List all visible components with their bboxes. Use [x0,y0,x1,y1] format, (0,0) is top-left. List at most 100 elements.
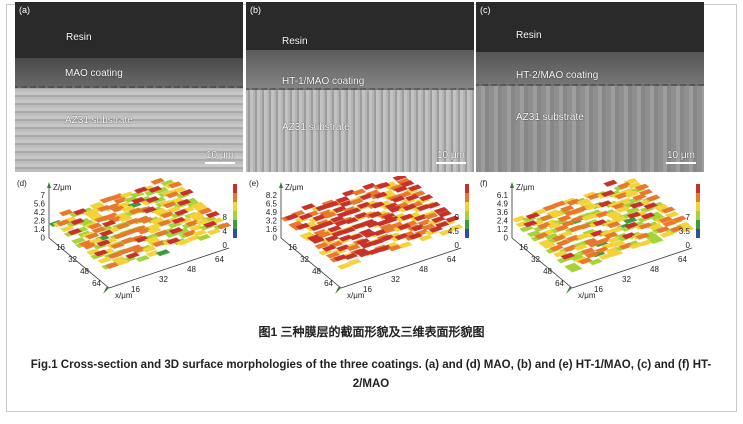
surface-cell [624,190,640,198]
surface-cell [300,203,316,211]
x-tick-label: 16 [288,243,297,252]
resin-region [246,2,474,52]
surface-cell [600,190,616,197]
z-axis-label: Z/μm [285,183,304,192]
z-tick-label: 6.5 [266,200,278,209]
panel-label: (a) [19,5,30,15]
scale-text: 10 μm [206,150,234,161]
z-tick-label: 0 [504,234,509,243]
surface-cell [349,198,364,206]
surface-cell [557,214,572,222]
colorbar-segment [465,193,469,202]
surface-cell [343,252,358,260]
surface-cell [154,186,169,194]
colorbar-segment [233,193,237,202]
surface-cell [176,238,191,246]
surface-cell [437,210,452,218]
resin-label: Resin [66,32,92,43]
surface-cell [71,237,86,245]
z-axis-arrow [510,182,514,188]
surface-cell [144,196,160,204]
surface-cell [400,180,415,188]
surface-cell [147,226,162,234]
substrate-label: AZ31 substrate [516,112,584,123]
surface-cell [327,225,342,233]
surface-cell [179,189,194,196]
z-tick-label: 0 [41,234,46,243]
surface-cell [402,203,417,211]
surface-cell [107,251,123,259]
surface-plot-svg: Z/μm6.14.93.62.41.2073.50163248641632486… [480,178,700,300]
z-tick-label: 0 [273,234,278,243]
colorbar-segment [465,211,469,220]
surface-cell [632,193,647,201]
coating-label: MAO coating [65,68,123,79]
x-tick-label: 64 [324,279,333,288]
y-tick-label: 16 [131,285,140,294]
resin-label: Resin [282,36,308,47]
x-tick-label: 32 [531,255,540,264]
surface-cell [155,249,171,257]
surface-cell [399,213,414,221]
resin-label: Resin [516,30,542,41]
surface-cell [560,252,575,260]
substrate-region [246,90,474,172]
surface-cell [202,220,218,228]
surface-cell [67,228,83,236]
surface-cell [662,220,677,227]
surface-cell [584,251,600,259]
surface-cell [351,188,367,196]
surface-cell [635,232,650,240]
surface-cell [645,194,661,202]
surface-cell [115,258,130,266]
surface-cell [196,233,212,241]
coating-label: HT-2/MAO coating [516,70,599,81]
surface-cell [615,205,630,213]
y-tick-label: 48 [650,265,659,274]
y-tick-label: 32 [622,275,631,284]
z-tick-label: 7 [41,191,46,200]
surface-cell [325,251,341,259]
z-tick-label: 2.8 [34,217,46,226]
y-tick-label: 16 [594,285,603,294]
surface-cell [133,186,149,194]
surface-cell [428,225,444,233]
surface-cell [546,222,562,230]
y-tick-label: 32 [391,275,400,284]
substrate-region [15,88,243,172]
substrate-region [476,86,704,172]
micrograph-c: (c) Resin HT-2/MAO coating AZ31 substrat… [476,2,704,172]
surface-cell [370,238,385,246]
surface-cell [175,227,190,235]
scale-bar: 10 μm [205,150,235,164]
surface-cell [142,206,157,214]
colorbar-tick-label: 0 [223,241,228,250]
surface-cell [376,181,391,189]
surface-cell [448,224,464,232]
surface-cell [167,181,183,189]
surface-cell [576,198,592,206]
surface-cell [391,195,406,203]
z-tick-label: 8.2 [266,191,278,200]
surface-cell [85,232,100,240]
surface-cell [309,224,325,232]
coating-label: HT-1/MAO coating [282,76,365,87]
colorbar [465,184,469,238]
z-tick-label: 1.2 [497,225,509,234]
x-tick-label: 48 [80,267,89,276]
colorbar-segment [696,229,700,238]
z-tick-label: 3.6 [497,208,509,217]
surface-cell [554,224,570,232]
surface-cell [423,212,439,220]
y-tick-label: 32 [159,275,168,284]
surface-cell [325,200,340,208]
surface-cell [319,220,335,228]
colorbar-segment [233,211,237,220]
surface-cell [118,215,133,222]
surface-cell [392,176,407,181]
surface-cell [553,250,568,258]
surface-cell [93,249,109,257]
surface-cell [322,211,337,219]
colorbar-segment [696,193,700,202]
surface-cell [171,216,186,224]
